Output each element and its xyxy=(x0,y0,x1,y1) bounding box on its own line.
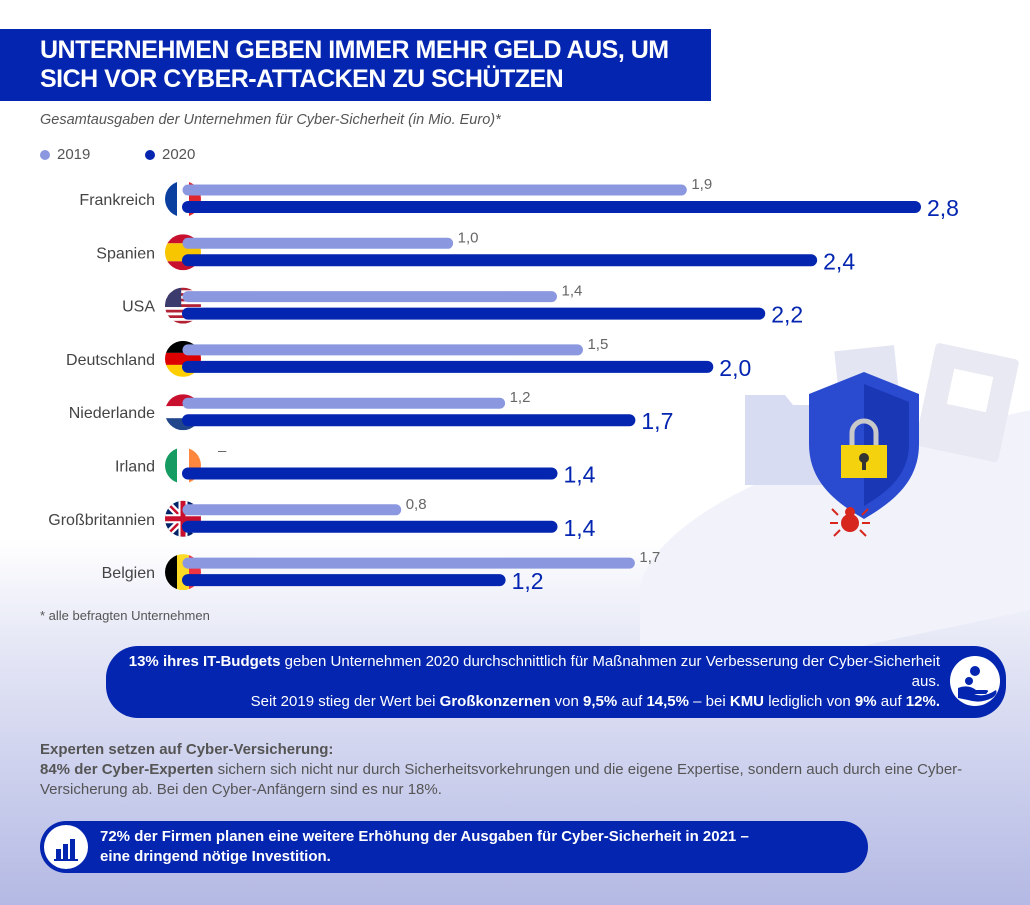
data-label-2020: 2,4 xyxy=(823,248,855,274)
legend-2020: 2020 xyxy=(145,146,195,163)
data-label-2020: 2,2 xyxy=(771,302,803,328)
shield-lock-illustration xyxy=(745,343,1019,537)
row-Irland: Irland – 1,4 xyxy=(115,443,596,488)
data-label-2020: 1,4 xyxy=(564,515,596,541)
data-label-2020: 1,4 xyxy=(564,462,596,488)
legend-dot xyxy=(145,149,155,160)
data-label-2019: 1,2 xyxy=(510,389,531,406)
text: geben Unternehmen 2020 durchschnittlich … xyxy=(280,653,940,690)
text: auf xyxy=(876,693,906,710)
chart-subtitle: Gesamtausgaben der Unternehmen für Cyber… xyxy=(40,112,501,128)
category-label: Großbritannien xyxy=(48,512,155,529)
data-label-2019: 1,7 xyxy=(639,549,660,566)
row-Belgien: Belgien 1,7 1,2 xyxy=(102,549,661,594)
page-title: UNTERNEHMEN GEBEN IMMER MEHR GELD AUS, U… xyxy=(0,29,711,101)
highlight: 84% der Cyber-Experten xyxy=(40,761,214,778)
data-label-2020: 2,0 xyxy=(719,355,751,381)
experts-section: Experten setzen auf Cyber-Versicherung: … xyxy=(40,740,1000,800)
row-Spanien: Spanien 1,0 2,4 xyxy=(96,229,855,274)
highlight: 9,5% xyxy=(583,693,618,710)
text: von xyxy=(550,693,584,710)
it-budget-info-box: 13% ihres IT-Budgets geben Unternehmen 2… xyxy=(106,646,1006,718)
category-label: Irland xyxy=(115,459,155,476)
data-label-2020: 1,2 xyxy=(512,568,544,594)
text: auf xyxy=(617,693,647,710)
bar-chart-icon xyxy=(44,825,88,869)
highlight: 14,5% xyxy=(646,693,689,710)
row-Großbritannien: Großbritannien 0,8 1,4 xyxy=(48,496,595,541)
box-text: eine dringend nötige Investition. xyxy=(100,848,331,865)
category-label: Deutschland xyxy=(66,352,155,369)
box-text: 72% der Firmen planen eine weitere Erhöh… xyxy=(100,828,749,845)
data-label-2019: 1,4 xyxy=(562,283,583,300)
data-label-2019: 0,8 xyxy=(406,496,427,513)
data-label-2019: – xyxy=(218,443,227,460)
legend-dot xyxy=(40,149,50,160)
data-label-2019: 1,5 xyxy=(587,336,608,353)
text: Seit 2019 stieg der Wert bei xyxy=(250,693,440,710)
text: lediglich von xyxy=(764,693,855,710)
footnote: * alle befragten Unternehmen xyxy=(40,608,210,623)
data-label-2020: 1,7 xyxy=(641,408,673,434)
highlight: 13% ihres IT-Budgets xyxy=(128,653,281,670)
bar-chart: Frankreich 1,9 2,8 Spanien 1,0 2,4 USA 1,4 2,2 De… xyxy=(48,176,1019,594)
investment-info-box: 72% der Firmen planen eine weitere Erhöh… xyxy=(40,821,868,873)
legend-label: 2020 xyxy=(162,146,196,163)
category-label: Spanien xyxy=(96,245,155,262)
highlight: 9% xyxy=(854,693,877,710)
row-USA: USA 1,4 2,2 xyxy=(122,283,803,328)
legend-label: 2019 xyxy=(57,146,91,163)
highlight: 12%. xyxy=(905,693,940,710)
row-Deutschland: Deutschland 1,5 2,0 xyxy=(66,336,751,381)
category-label: USA xyxy=(122,299,155,316)
highlight: Großkonzernen xyxy=(439,693,551,710)
category-label: Belgien xyxy=(102,565,155,582)
highlight: KMU xyxy=(729,693,765,710)
data-label-2019: 1,9 xyxy=(691,176,712,193)
legend-2019: 2019 xyxy=(40,146,90,163)
data-label-2020: 2,8 xyxy=(927,195,959,221)
category-label: Niederlande xyxy=(69,405,155,422)
hand-person-icon xyxy=(950,656,1000,706)
data-label-2019: 1,0 xyxy=(458,229,479,246)
row-Niederlande: Niederlande 1,2 1,7 xyxy=(69,389,674,434)
experts-text: sichern sich nicht nur durch Sicherheits… xyxy=(40,761,963,798)
category-label: Frankreich xyxy=(79,192,155,209)
text: – bei xyxy=(688,693,730,710)
experts-heading: Experten setzen auf Cyber-Versicherung: xyxy=(40,741,334,758)
row-Frankreich: Frankreich 1,9 2,8 xyxy=(79,176,959,221)
